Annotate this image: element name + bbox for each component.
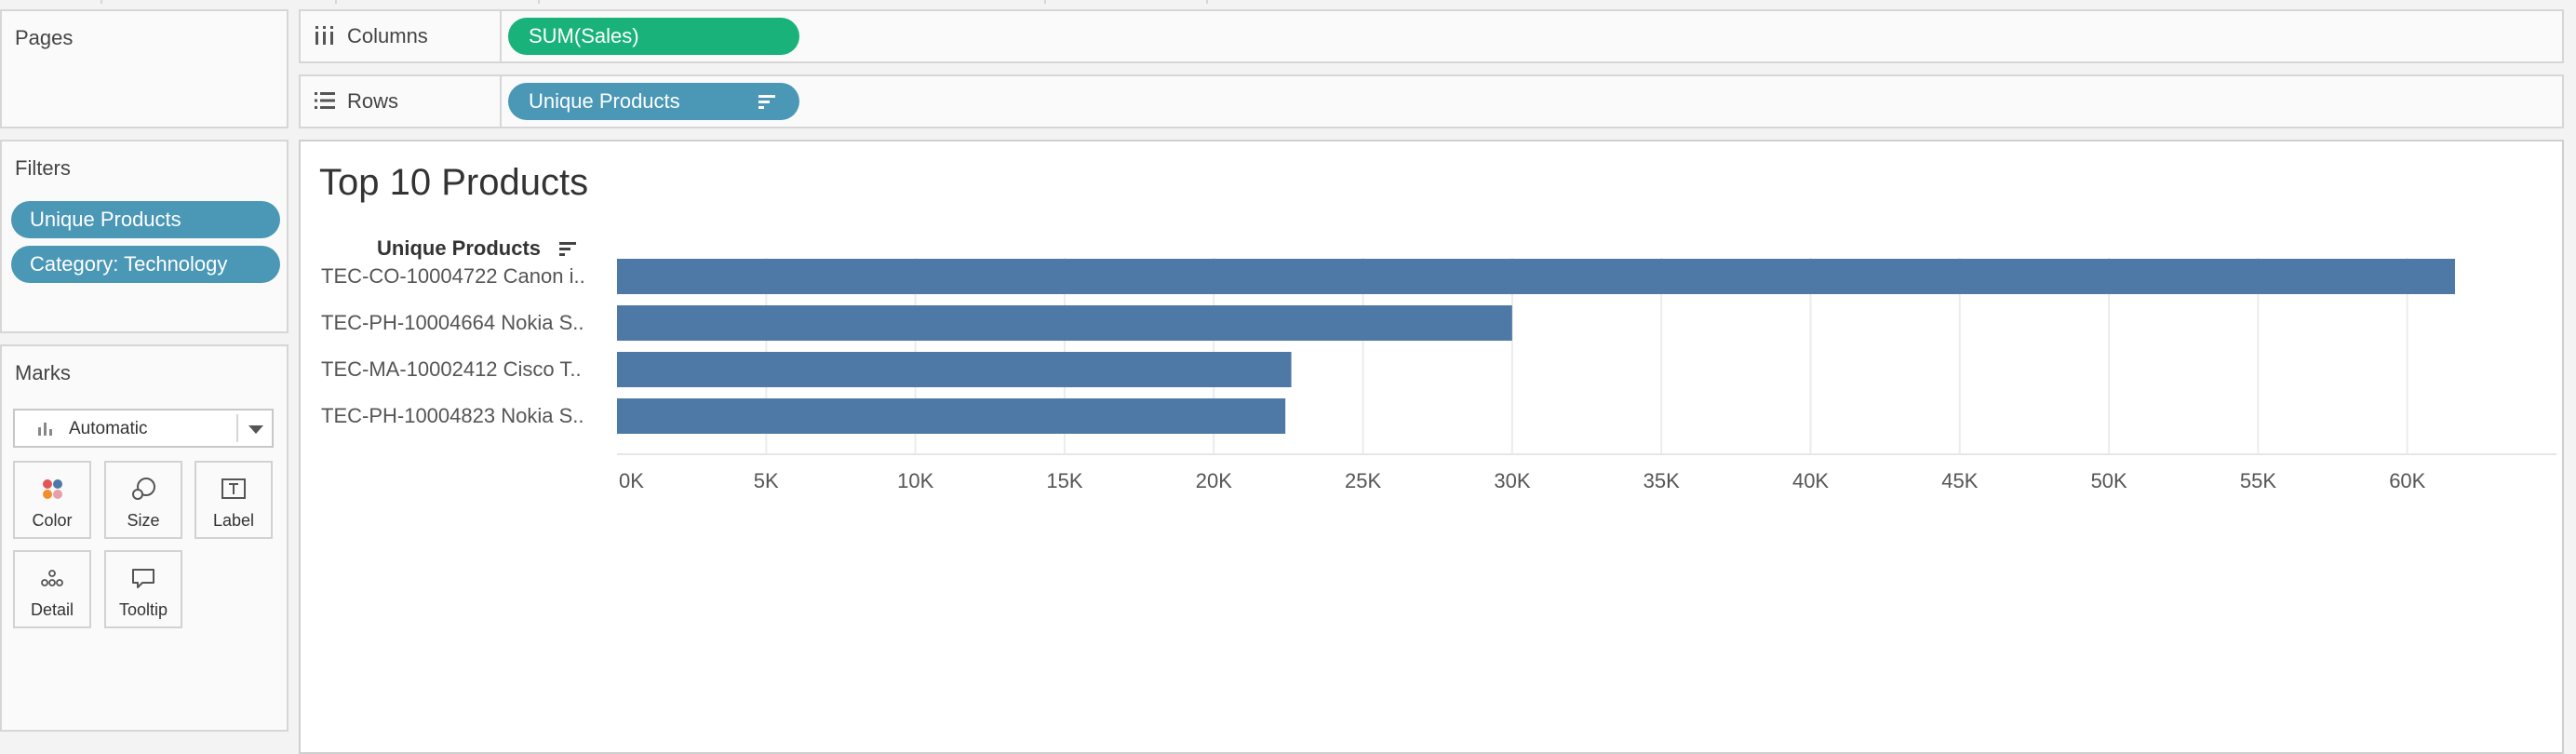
- sort-descending-icon[interactable]: [557, 239, 578, 258]
- x-tick-label: 10K: [897, 469, 934, 492]
- category-label[interactable]: TEC-CO-10004722 Canon i..: [321, 264, 585, 288]
- tab-divider: [335, 0, 337, 4]
- x-tick-label: 25K: [1345, 469, 1382, 492]
- color-button[interactable]: Color: [13, 461, 91, 539]
- x-tick-label: 20K: [1195, 469, 1232, 492]
- tooltip-label: Tooltip: [118, 600, 168, 619]
- bar-chart-icon: [38, 423, 52, 436]
- detail-label: Detail: [30, 600, 74, 619]
- rows-shelf[interactable]: Rows Unique Products: [299, 74, 2564, 128]
- pages-title: Pages: [15, 26, 74, 49]
- bar[interactable]: [617, 305, 1512, 341]
- bar[interactable]: [617, 259, 2455, 294]
- filters-panel[interactable]: Filters Unique Products Category: Techno…: [0, 140, 288, 333]
- detail-icon: [41, 570, 63, 586]
- tab-divider: [538, 0, 540, 4]
- tooltip-icon: [132, 569, 154, 588]
- sum-sales-pill[interactable]: SUM(Sales): [508, 18, 799, 55]
- pages-panel[interactable]: Pages: [0, 9, 288, 128]
- text-label-icon: [221, 478, 246, 499]
- bars: [617, 259, 2455, 434]
- chevron-down-icon[interactable]: [248, 425, 263, 434]
- color-icon: [43, 479, 62, 499]
- x-tick-label: 0K: [619, 469, 644, 492]
- tab-divider: [1044, 0, 1046, 4]
- mark-type-dropdown[interactable]: Automatic: [13, 409, 274, 448]
- unique-products-pill[interactable]: Unique Products: [508, 83, 799, 120]
- label-button[interactable]: Label: [195, 461, 273, 539]
- sort-descending-icon[interactable]: [757, 92, 777, 111]
- mark-type-label: Automatic: [69, 419, 148, 438]
- filters-title: Filters: [15, 156, 71, 180]
- x-tick-label: 30K: [1494, 469, 1531, 492]
- size-button[interactable]: Size: [104, 461, 182, 539]
- label-label: Label: [212, 511, 255, 530]
- tab-divider: [1206, 0, 1208, 4]
- color-label: Color: [32, 511, 73, 530]
- x-tick-label: 60K: [2389, 469, 2426, 492]
- x-tick-label: 5K: [753, 469, 779, 492]
- row-header[interactable]: Unique Products: [377, 236, 542, 260]
- x-tick-label: 45K: [1941, 469, 1979, 492]
- bar[interactable]: [617, 352, 1292, 387]
- bar-chart: [617, 258, 2556, 455]
- size-icon: [132, 478, 155, 500]
- columns-shelf-header: Columns: [301, 11, 502, 61]
- x-tick-label: 35K: [1643, 469, 1680, 492]
- filter-pill-unique-products[interactable]: Unique Products: [11, 201, 280, 238]
- view-title: Top 10 Products: [319, 162, 589, 203]
- x-tick-label: 15K: [1046, 469, 1083, 492]
- tooltip-button[interactable]: Tooltip: [104, 550, 182, 628]
- rows-shelf-header: Rows: [301, 76, 502, 127]
- rows-icon: [315, 92, 335, 109]
- filter-pill-category[interactable]: Category: Technology: [11, 246, 280, 283]
- detail-button[interactable]: Detail: [13, 550, 91, 628]
- viz-view[interactable]: Top 10 Products Unique Products TEC-CO-1…: [299, 140, 2564, 754]
- tab-divider: [101, 0, 102, 4]
- size-label: Size: [127, 511, 160, 530]
- marks-title: Marks: [15, 361, 71, 384]
- bar[interactable]: [617, 398, 1286, 434]
- columns-shelf[interactable]: Columns SUM(Sales): [299, 9, 2564, 63]
- columns-label: Columns: [347, 24, 428, 47]
- category-label[interactable]: TEC-PH-10004664 Nokia S..: [321, 311, 584, 334]
- dropdown-divider: [236, 414, 238, 442]
- category-label[interactable]: TEC-PH-10004823 Nokia S..: [321, 404, 584, 427]
- rows-label: Rows: [347, 89, 399, 113]
- x-tick-label: 55K: [2239, 469, 2277, 492]
- x-tick-label: 40K: [1791, 469, 1830, 492]
- unique-products-pill-label: Unique Products: [529, 89, 680, 113]
- columns-icon: [315, 26, 333, 45]
- top-strip: [0, 0, 2576, 6]
- category-label[interactable]: TEC-MA-10002412 Cisco T..: [321, 357, 582, 381]
- x-tick-label: 50K: [2090, 469, 2127, 492]
